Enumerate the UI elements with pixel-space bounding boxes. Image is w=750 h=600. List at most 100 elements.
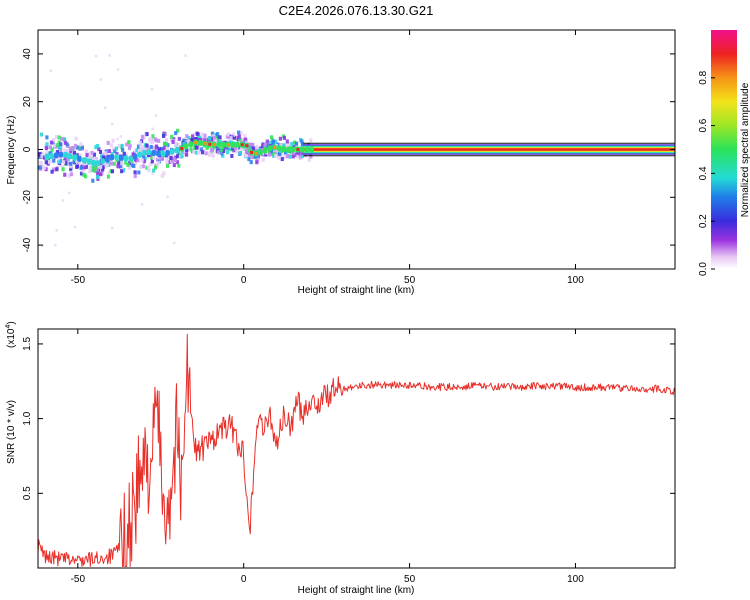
spectrogram-cell: [61, 167, 65, 172]
spectrogram-cell: [45, 150, 49, 155]
spectrogram-ridge-cell: [86, 158, 91, 165]
spectrogram-cell: [213, 132, 217, 137]
spectrogram-cell: [220, 147, 224, 152]
spectrogram-cell: [237, 134, 241, 139]
spectrogram-cell: [209, 137, 213, 142]
spectrogram-ridge-cell: [216, 141, 221, 148]
spectrogram-cell: [230, 153, 234, 158]
spectrogram-cell: [149, 161, 153, 166]
spectrogram-cell: [300, 139, 304, 144]
spectrogram-cell: [122, 151, 126, 156]
spectrogram-cell: [134, 157, 138, 162]
spectrogram-ridge-cell: [146, 149, 152, 156]
spectrogram-cell: [57, 160, 61, 165]
spectrogram-cell: [195, 145, 199, 150]
spectrogram-cell: [176, 142, 180, 147]
snr-series-line: [38, 333, 675, 567]
spectrogram-cell: [145, 143, 149, 148]
snr-y-label: SNR (10 * v/v): [6, 400, 17, 464]
spectrogram-cell: [280, 157, 284, 162]
spectrogram-ridge-cell: [123, 155, 129, 162]
spectrogram-cell: [197, 135, 201, 140]
spectrogram-cell: [178, 154, 183, 159]
spectrogram-cell: [282, 155, 286, 160]
spectrogram-cell: [99, 154, 104, 159]
spectrogram-cell: [243, 134, 247, 139]
spectrogram-cell: [64, 161, 68, 166]
snr-y-tick-label: 1.0: [22, 411, 33, 425]
spectrogram-ridge-cell: [258, 149, 263, 156]
spectrogram-cell: [81, 168, 85, 173]
spectrogram-ridge-cell: [304, 146, 310, 153]
spectrogram-cell: [221, 148, 226, 153]
spectrogram-cell: [110, 122, 114, 126]
spectrogram-cell: [196, 132, 200, 137]
spectrogram-cell: [142, 135, 146, 140]
spectrogram-cell: [184, 54, 187, 57]
spectrogram-cell: [82, 163, 86, 168]
colorbar: 0.0 0.2 0.4 0.6 0.8 Normalized spectral ampl…: [698, 30, 750, 276]
spectrogram-cell: [39, 132, 44, 137]
spectrogram-cell: [269, 140, 273, 145]
spectrogram-cell: [88, 166, 92, 171]
spectrogram-cell: [282, 143, 286, 148]
spectrogram-cell: [106, 140, 110, 145]
spectrogram-cell: [85, 153, 89, 158]
spectrogram-ridge-cell: [95, 160, 101, 167]
spectrogram-ridge-cell: [49, 153, 54, 160]
spectrogram-x-label: Height of straight line (km): [298, 285, 415, 296]
spectrogram-cell: [40, 153, 44, 158]
spectrogram-cell: [121, 168, 126, 173]
spectrogram-ridge-peak: [250, 150, 254, 154]
spectrogram-cell: [172, 137, 176, 142]
spectrogram-cell: [304, 153, 308, 158]
spectrogram-cell: [165, 163, 170, 168]
spectrogram-cell: [293, 140, 297, 145]
spectrogram-cell: [116, 137, 119, 141]
snr-x-tick-label: -50: [71, 574, 86, 585]
spectrogram-cell: [274, 139, 278, 144]
spectrogram-cell: [226, 150, 230, 155]
spectrogram-cell: [166, 195, 169, 199]
spectrogram-cell: [153, 165, 158, 170]
spectrogram-ridge-cell: [151, 149, 156, 156]
spectrogram-cell: [265, 139, 269, 144]
spectrogram-cell: [294, 152, 298, 157]
spectrogram-cell: [157, 138, 161, 143]
spectrogram-cell: [63, 140, 67, 145]
spectrogram-cell: [66, 149, 70, 154]
spectrogram-cell: [54, 243, 57, 247]
spectrogram-cell: [57, 156, 61, 161]
spectrogram-cell: [203, 138, 207, 143]
spectrogram-cell: [50, 169, 54, 174]
snr-y-tick-label: 0.5: [22, 486, 33, 500]
spectrogram-cell: [140, 203, 144, 206]
spectrogram-cell: [165, 157, 169, 162]
spectrogram-ridge-cell: [267, 145, 273, 152]
spectrogram-cell: [279, 143, 283, 148]
spectrogram-cell: [247, 157, 251, 162]
spectrogram-cell: [244, 137, 248, 142]
spectrogram-ridge-peak: [180, 147, 184, 151]
spectrogram-cell: [88, 168, 92, 173]
spectrogram-y-tick-label: -20: [22, 190, 33, 205]
spectrogram-cell: [94, 165, 98, 170]
spectrogram-cell: [309, 138, 313, 143]
spectrogram-cell: [79, 171, 84, 176]
spectrogram-cell: [139, 144, 143, 149]
spectrogram-ridge-cell: [58, 151, 64, 158]
spectrogram-cell: [154, 148, 158, 153]
spectrogram-cell: [95, 175, 100, 180]
spectrogram-cell: [261, 143, 265, 148]
spectrogram-cell: [121, 147, 125, 152]
spectrogram-cell: [151, 127, 154, 131]
snr-x-tick-label: 0: [241, 574, 247, 585]
spectrogram-cell: [38, 165, 42, 170]
spectrogram-cell: [49, 140, 54, 145]
spectrogram-cell: [170, 159, 174, 164]
spectrogram-cell: [69, 161, 73, 166]
spectrogram-cell: [185, 140, 189, 145]
spectrogram-ridge-cell: [281, 146, 287, 153]
spectrogram-y-label: Frequency (Hz): [6, 116, 17, 185]
spectrogram-cell: [213, 138, 217, 143]
